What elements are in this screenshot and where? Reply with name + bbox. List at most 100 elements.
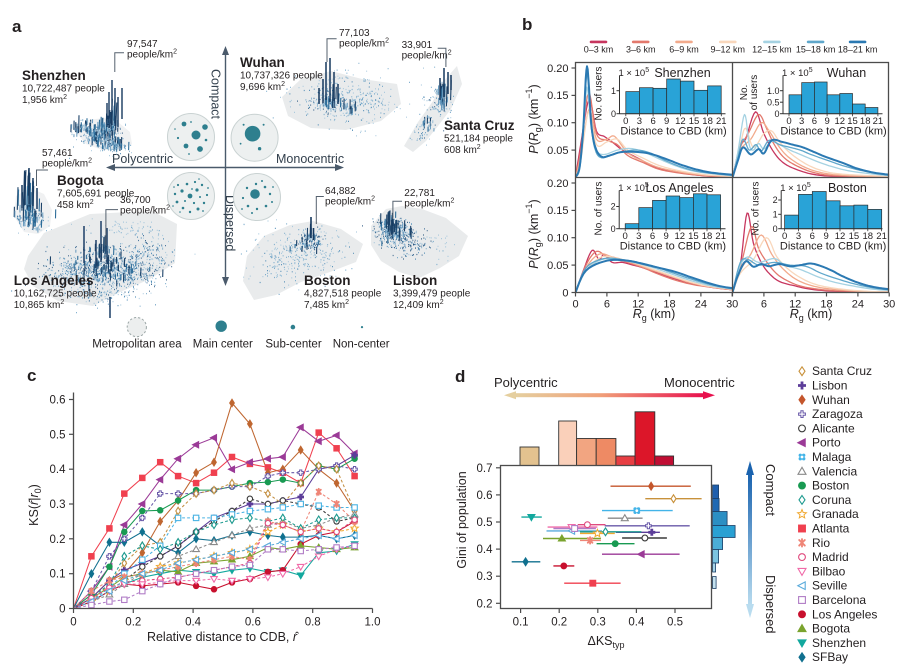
- svg-text:people/km2: people/km2: [339, 38, 389, 50]
- svg-text:12: 12: [835, 231, 846, 242]
- svg-text:0.05: 0.05: [547, 145, 568, 157]
- svg-text:0.2: 0.2: [50, 534, 66, 546]
- svg-text:P(Rg) (km−1): P(Rg) (km−1): [524, 84, 543, 153]
- svg-text:1 × 105: 1 × 105: [782, 67, 813, 79]
- svg-text:0–3 km: 0–3 km: [584, 45, 614, 55]
- svg-text:97,547: 97,547: [127, 39, 158, 50]
- svg-text:15: 15: [847, 116, 858, 127]
- svg-text:Malaga: Malaga: [812, 450, 852, 464]
- svg-text:Rg (km): Rg (km): [790, 307, 833, 323]
- svg-text:Alicante: Alicante: [812, 421, 855, 435]
- svg-text:18: 18: [860, 116, 871, 127]
- svg-text:Lisbon: Lisbon: [812, 379, 847, 393]
- svg-text:0.05: 0.05: [547, 260, 568, 272]
- svg-text:0.10: 0.10: [547, 118, 568, 130]
- svg-text:SFBay: SFBay: [812, 650, 848, 664]
- svg-text:0.15: 0.15: [547, 205, 568, 217]
- svg-text:9: 9: [664, 116, 669, 127]
- svg-text:2: 2: [611, 202, 616, 212]
- svg-text:1 × 105: 1 × 105: [618, 182, 649, 194]
- svg-text:Distance to CBD (km): Distance to CBD (km): [620, 126, 726, 138]
- svg-text:0.5: 0.5: [50, 429, 66, 441]
- svg-text:3: 3: [637, 116, 642, 127]
- svg-text:people/km2: people/km2: [127, 49, 177, 61]
- svg-text:Rg (km): Rg (km): [633, 307, 676, 323]
- svg-text:15: 15: [689, 116, 700, 127]
- svg-text:1 × 105: 1 × 105: [780, 182, 811, 194]
- svg-text:Compact: Compact: [209, 69, 223, 120]
- svg-text:24: 24: [695, 299, 707, 311]
- svg-text:15: 15: [849, 231, 860, 242]
- svg-text:Santa Cruz: Santa Cruz: [444, 118, 515, 133]
- svg-text:Bilbao: Bilbao: [812, 564, 846, 578]
- svg-text:Main center: Main center: [193, 339, 253, 351]
- svg-text:1 × 105: 1 × 105: [619, 67, 650, 79]
- svg-text:4,827,518 people: 4,827,518 people: [304, 289, 382, 300]
- svg-text:a: a: [12, 17, 22, 36]
- svg-text:Santa Cruz: Santa Cruz: [812, 364, 872, 378]
- svg-text:0: 0: [623, 116, 628, 127]
- svg-text:21: 21: [873, 116, 884, 127]
- svg-text:Polycentric: Polycentric: [112, 152, 173, 166]
- svg-text:Distance to CBD (km): Distance to CBD (km): [780, 126, 886, 138]
- svg-text:7,605,691 people: 7,605,691 people: [57, 189, 135, 200]
- svg-text:24: 24: [852, 299, 864, 311]
- svg-text:Wuhan: Wuhan: [812, 393, 850, 407]
- svg-text:KS(r̂|r0): KS(r̂|r0): [27, 484, 43, 526]
- svg-text:Metropolitan area: Metropolitan area: [92, 339, 182, 351]
- svg-text:0.10: 0.10: [547, 233, 568, 245]
- svg-text:12–15 km: 12–15 km: [752, 45, 792, 55]
- svg-text:people/km2: people/km2: [325, 196, 375, 208]
- svg-text:18: 18: [863, 231, 874, 242]
- svg-text:0.3: 0.3: [590, 617, 606, 629]
- svg-text:Seville: Seville: [812, 579, 848, 593]
- svg-text:Zaragoza: Zaragoza: [812, 407, 863, 421]
- svg-text:10,722,487 people: 10,722,487 people: [22, 84, 105, 95]
- svg-text:Granada: Granada: [812, 507, 859, 521]
- svg-text:3: 3: [636, 231, 641, 242]
- svg-text:12: 12: [632, 299, 644, 311]
- svg-text:Valencia: Valencia: [812, 464, 857, 478]
- svg-text:No.: No.: [739, 85, 750, 101]
- svg-text:0.5: 0.5: [477, 517, 493, 529]
- svg-text:608 km2: 608 km2: [444, 144, 481, 156]
- svg-text:Barcelona: Barcelona: [812, 593, 866, 607]
- svg-text:0: 0: [774, 109, 779, 119]
- svg-text:Relative distance to CDB, r̂: Relative distance to CDB, r̂: [147, 630, 300, 644]
- svg-text:0.7: 0.7: [477, 463, 493, 475]
- svg-text:3–6 km: 3–6 km: [626, 45, 656, 55]
- svg-text:0.15: 0.15: [547, 90, 568, 102]
- svg-text:0.4: 0.4: [50, 464, 67, 476]
- svg-text:15–18 km: 15–18 km: [796, 45, 836, 55]
- svg-text:Dispersed: Dispersed: [763, 575, 778, 634]
- svg-text:0.3: 0.3: [477, 571, 493, 583]
- svg-text:0: 0: [562, 287, 568, 299]
- svg-text:3: 3: [799, 116, 804, 127]
- svg-text:Dispersed: Dispersed: [223, 195, 237, 251]
- svg-text:21: 21: [716, 116, 727, 127]
- svg-text:Boston: Boston: [812, 479, 849, 493]
- svg-text:P(Rg) (km−1): P(Rg) (km−1): [524, 199, 543, 268]
- svg-text:0: 0: [572, 299, 578, 311]
- svg-text:18: 18: [702, 231, 713, 242]
- svg-text:3,399,479 people: 3,399,479 people: [393, 289, 471, 300]
- svg-text:c: c: [27, 366, 36, 385]
- svg-text:Los Angeles: Los Angeles: [14, 273, 94, 288]
- svg-text:0.5: 0.5: [767, 97, 780, 107]
- svg-text:0.2: 0.2: [551, 617, 567, 629]
- svg-text:0.6: 0.6: [477, 490, 493, 502]
- svg-text:12,409 km2: 12,409 km2: [393, 299, 444, 311]
- svg-text:0.5: 0.5: [667, 617, 683, 629]
- svg-text:10,162,725 people: 10,162,725 people: [14, 289, 97, 300]
- svg-text:64,882: 64,882: [325, 186, 356, 197]
- svg-text:521,184 people: 521,184 people: [444, 134, 513, 145]
- svg-text:30: 30: [883, 299, 895, 311]
- svg-text:9,696 km2: 9,696 km2: [240, 81, 285, 93]
- svg-text:6: 6: [812, 116, 817, 127]
- svg-text:1.0: 1.0: [767, 86, 780, 96]
- svg-text:Polycentric: Polycentric: [494, 375, 558, 390]
- svg-text:57,461: 57,461: [42, 148, 73, 159]
- svg-text:18: 18: [702, 116, 713, 127]
- svg-text:Porto: Porto: [812, 436, 841, 450]
- svg-text:b: b: [522, 15, 532, 34]
